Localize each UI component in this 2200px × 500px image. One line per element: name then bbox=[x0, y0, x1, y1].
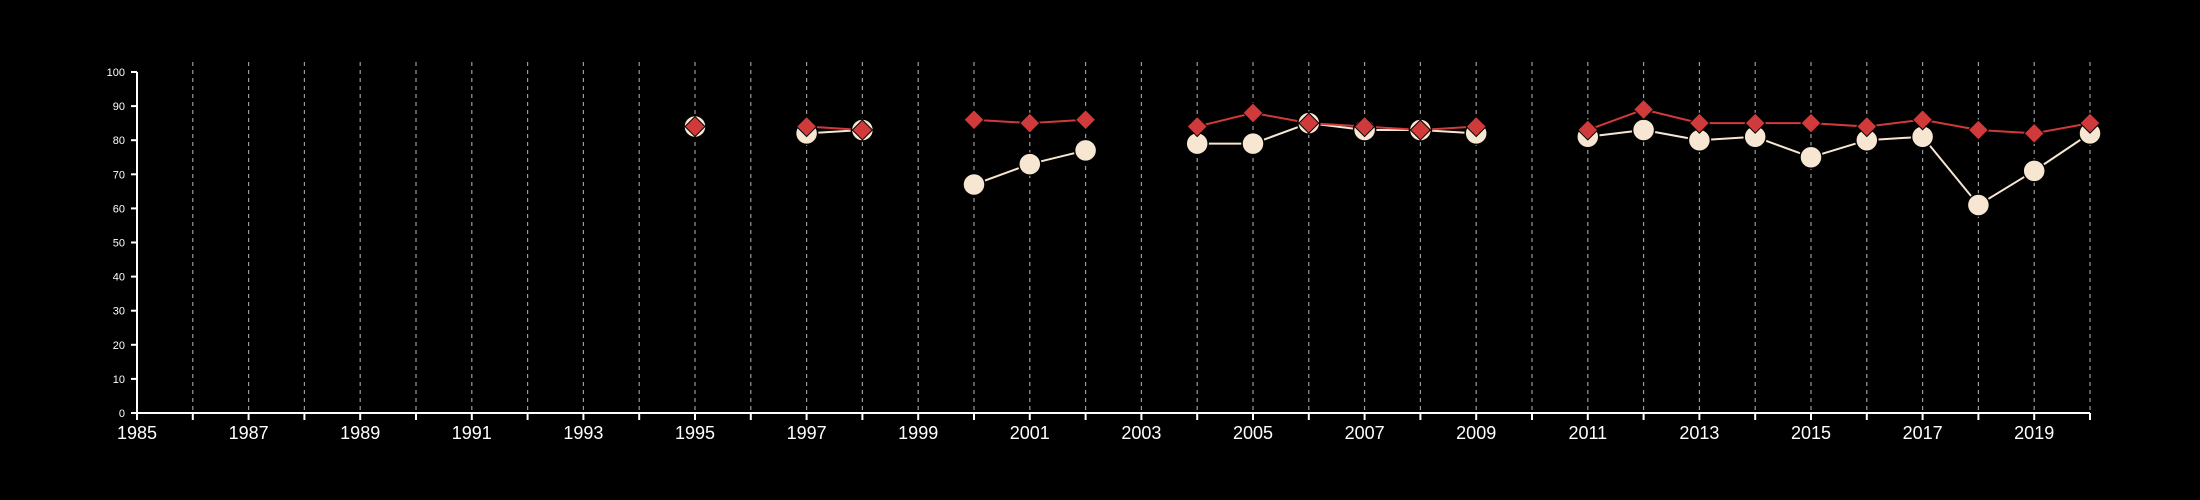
diamond-marker-2014 bbox=[1744, 112, 1766, 134]
circle-marker-2018 bbox=[1966, 193, 1991, 217]
series-diamond-line-segment bbox=[1587, 108, 2091, 135]
diamond-marker-2012 bbox=[1632, 98, 1655, 121]
circle-marker-2012 bbox=[1631, 118, 1656, 142]
x-tick-label: 1997 bbox=[787, 423, 827, 443]
diamond-marker-2018 bbox=[1967, 119, 1990, 141]
circle-marker-2000 bbox=[962, 172, 986, 197]
x-tick-label: 1999 bbox=[898, 423, 938, 443]
diamond-marker-2001 bbox=[1019, 112, 1041, 134]
x-tick-label: 1991 bbox=[452, 423, 492, 443]
x-tick-label: 2003 bbox=[1121, 423, 1161, 443]
y-tick-label: 80 bbox=[113, 135, 125, 147]
circle-marker-2001 bbox=[1018, 152, 1042, 176]
x-tick-label: 2015 bbox=[1791, 423, 1831, 443]
diamond-marker-2013 bbox=[1688, 112, 1711, 134]
x-tick-label: 2005 bbox=[1233, 423, 1273, 443]
x-tick-label: 1993 bbox=[563, 423, 603, 443]
x-tick-label: 2009 bbox=[1456, 423, 1496, 443]
y-tick-label: 70 bbox=[113, 169, 125, 181]
y-tick-label: 30 bbox=[113, 306, 125, 318]
x-tick-label: 2017 bbox=[1903, 423, 1943, 443]
diamond-marker-1995 bbox=[684, 115, 706, 138]
y-tick-label: 90 bbox=[113, 101, 125, 113]
circle-marker-2015 bbox=[1799, 145, 1823, 169]
x-tick-label: 2007 bbox=[1345, 423, 1385, 443]
x-tick-label: 1987 bbox=[229, 423, 269, 443]
x-tick-label: 1989 bbox=[340, 423, 380, 443]
x-tick-label: 1995 bbox=[675, 423, 715, 443]
y-tick-label: 0 bbox=[119, 408, 125, 420]
x-tick-label: 1985 bbox=[117, 423, 157, 443]
axes-layer: 0 10 20 30 40 50 60 70 80 90 100 1985 1987 1989 1991 19… bbox=[107, 67, 2091, 443]
x-tick-label: 2019 bbox=[2014, 423, 2054, 443]
y-tick-label: 100 bbox=[107, 67, 125, 79]
x-tick-label: 2001 bbox=[1010, 423, 1050, 443]
diamond-marker-2009 bbox=[1465, 115, 1487, 138]
series-circle-line-segment bbox=[1587, 128, 2091, 207]
series-layer bbox=[683, 98, 2102, 217]
y-tick-label: 60 bbox=[113, 203, 125, 215]
y-tick-label: 40 bbox=[113, 272, 125, 284]
diamond-marker-2006 bbox=[1298, 112, 1320, 134]
y-tick-label: 50 bbox=[113, 238, 125, 250]
diamond-marker-2008 bbox=[1409, 119, 1432, 141]
circle-marker-2019 bbox=[2022, 159, 2046, 183]
diamond-marker-2007 bbox=[1353, 115, 1376, 138]
circle-marker-2002 bbox=[1073, 138, 1098, 163]
circle-marker-2005 bbox=[1241, 131, 1265, 156]
x-tick-label: 2011 bbox=[1568, 423, 1607, 443]
diamond-marker-2011 bbox=[1577, 119, 1599, 141]
diamond-marker-2005 bbox=[1242, 102, 1264, 124]
diamond-marker-2019 bbox=[2023, 122, 2045, 145]
diamond-marker-2016 bbox=[1856, 115, 1878, 138]
y-tick-label: 20 bbox=[113, 340, 125, 352]
diamond-marker-1998 bbox=[851, 119, 874, 141]
x-tick-label: 2013 bbox=[1679, 423, 1719, 443]
diamond-marker-1997 bbox=[795, 115, 818, 138]
diamond-marker-2015 bbox=[1800, 112, 1822, 134]
diamond-marker-2002 bbox=[1074, 109, 1097, 131]
diamond-marker-2000 bbox=[963, 109, 985, 131]
diamond-marker-2004 bbox=[1186, 115, 1208, 138]
diamond-marker-2020 bbox=[2079, 112, 2101, 134]
y-tick-label: 10 bbox=[113, 374, 125, 386]
diamond-marker-2017 bbox=[1911, 109, 1934, 131]
